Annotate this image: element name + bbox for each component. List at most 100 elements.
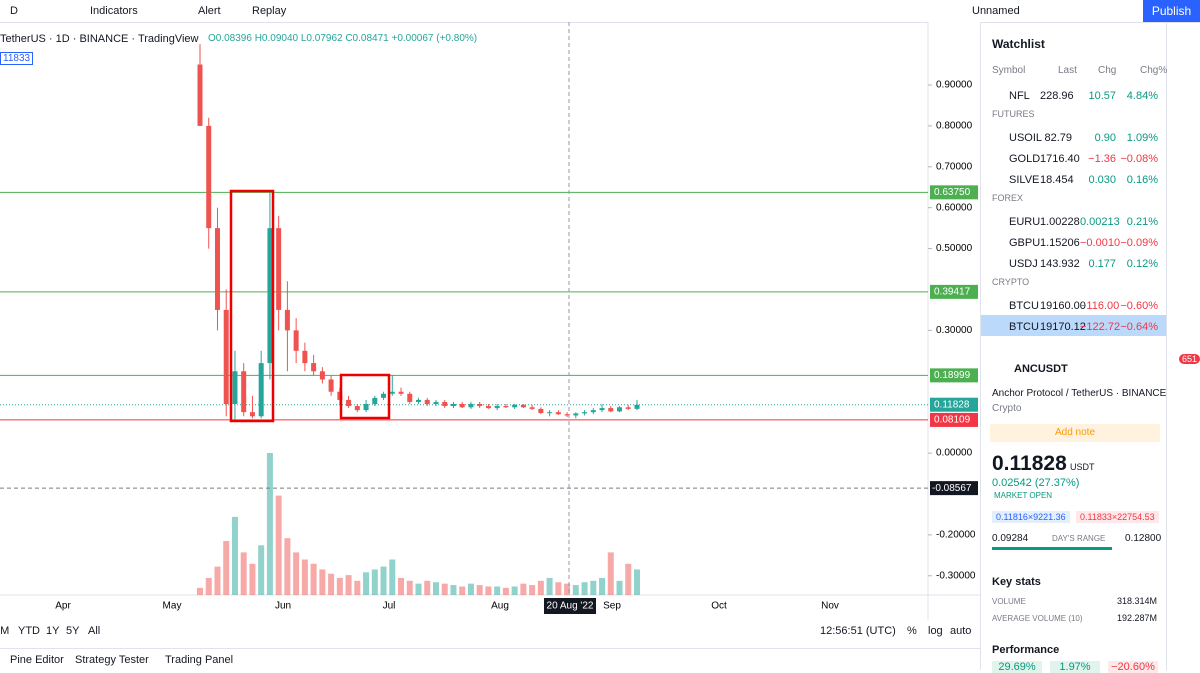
symbol[interactable]: USDJ — [1009, 258, 1038, 270]
last: 1.00228 — [1040, 216, 1080, 228]
chg: 0.030 — [1088, 174, 1116, 186]
x-tick-label: Apr — [55, 601, 71, 612]
candle-body — [590, 410, 596, 413]
volume-bar — [459, 586, 466, 595]
auto-toggle[interactable]: auto — [950, 625, 972, 637]
candle-body — [477, 404, 483, 407]
y-tick-label: 0.90000 — [936, 80, 973, 91]
perf-cell: 29.69% — [992, 661, 1042, 673]
chart: 0.90000 0.80000 0.70000 0.60000 0.50000 0.300… — [0, 22, 980, 620]
symbol[interactable]: NFL — [1009, 90, 1030, 102]
volume-bar — [363, 572, 370, 595]
watchlist-title[interactable]: Watchlist — [992, 37, 1045, 51]
volume-bar — [485, 586, 492, 595]
candle-body — [520, 404, 526, 408]
candle-body — [214, 228, 220, 310]
range-button[interactable]: 1Y — [46, 625, 60, 637]
interval[interactable]: D — [10, 5, 18, 17]
volume-bar — [275, 495, 282, 595]
candle-body — [381, 393, 387, 398]
category: Crypto — [992, 403, 1022, 414]
tab[interactable]: Pine Editor — [10, 654, 64, 666]
y-tick-label: 0.80000 — [936, 121, 973, 132]
y-tick-label: -0.20000 — [936, 530, 976, 541]
volume-bar — [424, 580, 431, 595]
range-button[interactable]: 5Y — [66, 625, 80, 637]
candle-body — [485, 406, 491, 409]
tab[interactable]: Trading Panel — [165, 654, 234, 666]
candle-body — [328, 379, 334, 392]
volume-bar — [529, 585, 536, 595]
volume-bar — [616, 580, 623, 595]
volume-bar — [572, 585, 579, 595]
symbol[interactable]: BTCU — [1009, 321, 1039, 333]
alert[interactable]: Alert — [198, 5, 221, 17]
chg: −0.0010 — [1080, 237, 1121, 249]
volume-bar — [310, 563, 317, 595]
add-note[interactable]: Add note — [990, 424, 1160, 442]
log-toggle[interactable]: log — [928, 625, 943, 637]
chg: −1.36 — [1088, 153, 1116, 165]
range-button[interactable]: 6M — [0, 625, 10, 637]
legend-symbol: TetherUS · 1D · BINANCE · TradingView — [0, 33, 199, 45]
percent-toggle[interactable]: % — [907, 625, 917, 637]
symbol[interactable]: SILVE — [1009, 174, 1040, 186]
section-label: FOREX — [992, 193, 1024, 203]
selected-row — [981, 315, 1166, 336]
candle-body — [529, 407, 535, 409]
section-label: FUTURES — [992, 109, 1035, 119]
candle-body — [284, 309, 290, 331]
candle-body — [389, 391, 395, 394]
symbol[interactable]: GBPU — [1009, 237, 1041, 249]
volume-bar — [354, 580, 361, 595]
publish[interactable]: Publish — [1143, 0, 1200, 22]
tab[interactable]: Strategy Tester — [75, 654, 149, 666]
range-button[interactable]: YTD — [18, 625, 40, 637]
avg-volume: 192.287M — [1117, 613, 1158, 623]
volume-bar — [467, 583, 474, 595]
volume-bar — [249, 563, 256, 595]
volume-bar — [293, 552, 300, 595]
range-button[interactable]: All — [88, 625, 101, 637]
chgp: −0.60% — [1120, 300, 1158, 312]
perf-cell: −20.60% — [1108, 661, 1158, 673]
candle-body — [354, 406, 360, 411]
candle-body — [468, 404, 474, 408]
level-label: 0.63750 — [934, 187, 971, 198]
candle-body — [241, 371, 247, 413]
replay[interactable]: Replay — [252, 5, 287, 17]
legend-ohlc: O0.08396 H0.09040 L0.07962 C0.08471 +0.0… — [208, 33, 478, 44]
symbol[interactable]: BTCU — [1009, 300, 1039, 312]
chgp: −0.64% — [1120, 321, 1158, 333]
ask: 0.11833×22754.53 — [1076, 511, 1159, 523]
symbol[interactable]: GOLD — [1009, 153, 1041, 165]
volume-bar — [502, 587, 509, 595]
column-header: Symbol — [992, 65, 1026, 76]
chgp: 0.16% — [1126, 174, 1158, 186]
toolbar: D Indicators Alert Replay Unnamed Publis… — [0, 0, 1200, 23]
volume-bar — [301, 559, 308, 595]
crosshair-tag — [930, 481, 978, 496]
annotation-box — [339, 373, 391, 420]
tabs — [0, 648, 980, 671]
candle-body — [232, 371, 238, 404]
level-tag — [930, 284, 978, 299]
last: 82.79 — [1044, 132, 1072, 144]
volume-bar — [546, 577, 553, 595]
symbol[interactable]: USOIL — [1009, 132, 1043, 144]
crosshair-label: -0.08567 — [932, 483, 972, 494]
volume-bar — [389, 559, 396, 595]
volume-bar — [450, 585, 457, 595]
chg: −116.00 — [1080, 300, 1120, 312]
candle-body — [363, 404, 369, 411]
symbol[interactable]: EURU — [1009, 216, 1041, 228]
indicators[interactable]: Indicators — [90, 5, 138, 17]
chgp: 0.12% — [1126, 258, 1158, 270]
perf-cell: 1.97% — [1050, 661, 1100, 673]
candle-body — [276, 228, 282, 310]
volume-bar — [205, 577, 212, 595]
chg: 0.90 — [1094, 132, 1116, 144]
x-tick-label: Jun — [275, 601, 291, 612]
candle-body — [302, 350, 308, 364]
layout-name[interactable]: Unnamed — [972, 5, 1020, 17]
